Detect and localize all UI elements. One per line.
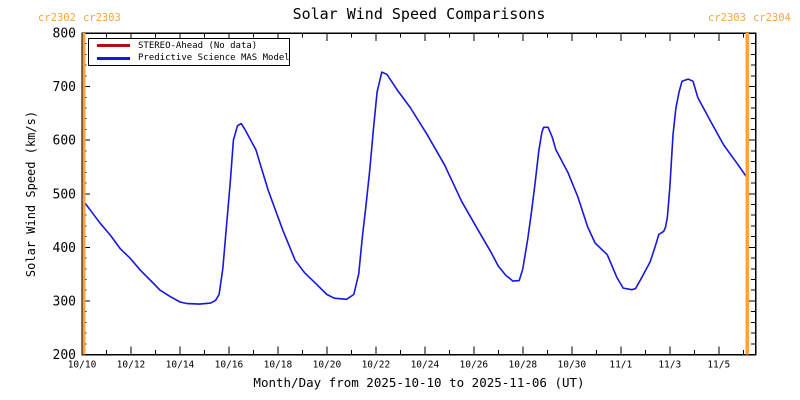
x-axis-title: Month/Day from 2025-10-10 to 2025-11-06 … — [253, 375, 585, 390]
y-tick-label: 600 — [53, 134, 76, 149]
x-tick-label: 10/12 — [117, 360, 146, 371]
mas-model-series-line — [81, 71, 749, 305]
x-tick-label: 10/20 — [313, 360, 342, 371]
cr-label-2303-right: cr2303 — [708, 12, 746, 24]
legend-entry-stereo: STEREO-Ahead (No data) — [89, 40, 289, 52]
carrington-labels-right: cr2303 cr2304 — [708, 12, 791, 24]
legend-label-mas: Predictive Science MAS Model — [138, 53, 290, 64]
stereo-line-swatch — [97, 44, 130, 47]
y-axis-title: Solar Wind Speed (km/s) — [24, 110, 38, 278]
y-tick-label: 500 — [53, 187, 76, 202]
carrington-labels-left: cr2302 cr2303 — [38, 12, 121, 24]
chart-title: Solar Wind Speed Comparisons — [292, 5, 546, 23]
x-tick-label: 10/16 — [215, 360, 244, 371]
x-tick-label: 10/30 — [558, 360, 587, 371]
legend-label-stereo: STEREO-Ahead (No data) — [138, 40, 258, 51]
y-tick-label: 800 — [53, 27, 76, 42]
x-tick-label: 10/22 — [362, 360, 391, 371]
x-tick-label: 10/24 — [411, 360, 440, 371]
x-tick-label: 11/1 — [609, 360, 632, 371]
y-tick-label: 400 — [53, 241, 76, 256]
cr-label-2302: cr2302 — [38, 12, 76, 24]
y-tick-label: 700 — [53, 80, 76, 95]
x-tick-label: 10/28 — [509, 360, 538, 371]
x-tick-label: 10/10 — [68, 360, 97, 371]
x-tick-label: 10/26 — [460, 360, 489, 371]
legend-entry-mas: Predictive Science MAS Model — [89, 52, 290, 64]
x-tick-label: 10/14 — [166, 360, 195, 371]
x-tick-label: 11/3 — [658, 360, 681, 371]
cr-label-2304: cr2304 — [752, 12, 791, 24]
legend: STEREO-Ahead (No data) Predictive Scienc… — [88, 38, 290, 66]
y-tick-label: 200 — [53, 348, 76, 363]
plot-frame — [81, 32, 757, 356]
x-tick-label: 10/18 — [264, 360, 293, 371]
mas-line-swatch — [97, 57, 130, 60]
x-tick-label: 11/5 — [707, 360, 730, 371]
y-tick-label: 300 — [53, 294, 76, 309]
cr-label-2303-left: cr2303 — [82, 12, 121, 24]
